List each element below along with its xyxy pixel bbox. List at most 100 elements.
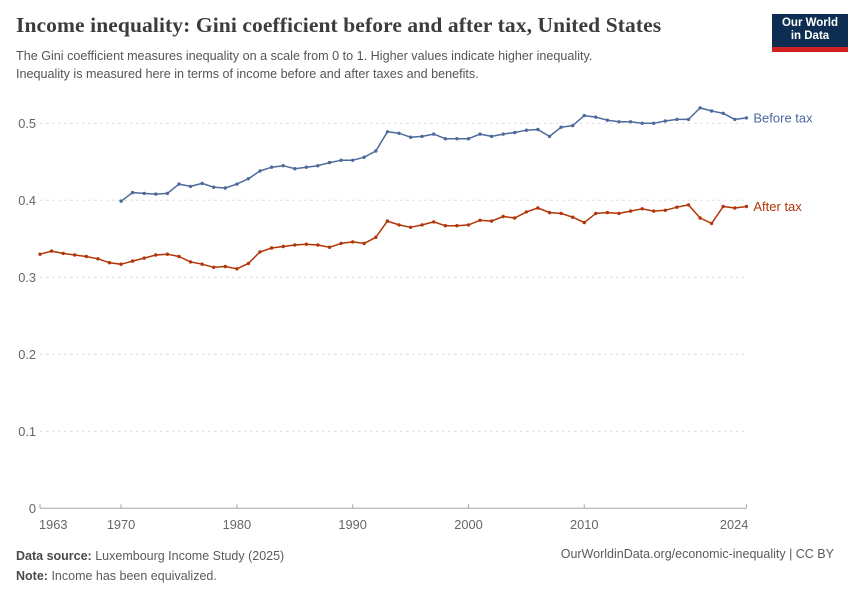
chart-subtitle-line1: The Gini coefficient measures inequality… — [16, 49, 593, 63]
page-title: Income inequality: Gini coefficient befo… — [16, 13, 662, 37]
before-tax-point-1992 — [374, 149, 378, 153]
x-tick-label-1980: 1980 — [223, 517, 251, 532]
before-tax-point-2016 — [652, 121, 656, 126]
owid-logo-line2: in Data — [790, 30, 830, 42]
note-line: Note: Income has been equivalized. — [16, 567, 284, 587]
after-tax-point-2007 — [547, 210, 552, 215]
after-tax-point-1993 — [385, 219, 390, 223]
after-tax-point-2006 — [536, 206, 540, 210]
after-tax-point-2001 — [478, 218, 482, 222]
before-tax-point-2007 — [547, 134, 552, 139]
after-tax-point-2022 — [721, 204, 725, 209]
before-tax-point-1996 — [420, 134, 424, 139]
after-tax-point-1980 — [235, 267, 239, 271]
after-tax-point-2000 — [466, 223, 471, 227]
before-tax-point-1993 — [385, 130, 390, 134]
before-tax-point-2006 — [536, 127, 540, 132]
after-tax-point-2005 — [524, 210, 529, 214]
after-tax-point-1963 — [38, 252, 42, 256]
chart-footer: Data source: Luxembourg Income Study (20… — [16, 547, 284, 586]
after-tax-point-1991 — [362, 241, 366, 246]
after-tax-point-1994 — [397, 223, 401, 227]
after-tax-point-1987 — [316, 243, 320, 247]
before-tax-point-1970 — [119, 199, 123, 203]
before-tax-point-2022 — [721, 111, 725, 116]
before-tax-point-1975 — [177, 182, 181, 186]
after-tax-point-1971 — [130, 259, 135, 263]
after-tax-point-1965 — [61, 251, 65, 256]
after-tax-point-2018 — [675, 205, 679, 209]
after-tax-point-1979 — [223, 264, 227, 269]
before-tax-point-1982 — [258, 169, 262, 173]
after-tax-point-2010 — [582, 220, 586, 225]
before-tax-point-2002 — [489, 134, 494, 139]
note-value: Income has been equivalized. — [51, 568, 217, 583]
y-tick-label-0: 0 — [29, 501, 36, 516]
after-tax-point-1976 — [188, 260, 193, 264]
y-tick-label-0.4: 0.4 — [18, 193, 36, 208]
after-tax-point-1972 — [142, 256, 146, 260]
before-tax-point-2001 — [478, 132, 482, 136]
before-tax-point-1972 — [142, 191, 146, 196]
after-tax-point-1999 — [455, 224, 459, 228]
owid-logo-text: Our World in Data — [772, 14, 848, 47]
data-source-line: Data source: Luxembourg Income Study (20… — [16, 547, 284, 567]
after-tax-point-1970 — [119, 262, 123, 266]
before-tax-point-1986 — [304, 165, 308, 169]
after-tax-point-2004 — [513, 216, 517, 220]
before-tax-point-2020 — [698, 106, 702, 110]
before-tax-point-1991 — [362, 155, 366, 159]
before-tax-point-2017 — [663, 119, 667, 123]
before-tax-point-2005 — [524, 128, 529, 132]
before-tax-point-2021 — [709, 109, 714, 113]
before-tax-point-1978 — [212, 185, 216, 189]
after-tax-point-1974 — [165, 252, 170, 256]
before-tax-point-1984 — [281, 164, 285, 168]
before-tax-point-2023 — [733, 117, 737, 122]
after-tax-point-2017 — [663, 208, 667, 212]
before-tax-point-1998 — [443, 137, 447, 141]
after-tax-point-2003 — [501, 214, 505, 219]
before-tax-point-1971 — [130, 190, 135, 195]
before-tax-point-1980 — [235, 182, 239, 186]
owid-logo-line1: Our World — [781, 17, 838, 29]
after-tax-point-1982 — [258, 250, 262, 254]
after-tax-point-1995 — [408, 225, 413, 229]
after-tax-point-1985 — [293, 243, 297, 247]
y-tick-label-0.1: 0.1 — [18, 424, 36, 439]
before-tax-point-2008 — [559, 125, 563, 129]
after-tax-point-2015 — [640, 207, 644, 211]
before-tax-point-2011 — [594, 115, 598, 119]
before-tax-point-1988 — [327, 160, 332, 165]
after-tax-point-1973 — [154, 253, 158, 257]
before-tax-point-2003 — [501, 132, 505, 136]
after-tax-point-1968 — [96, 257, 100, 261]
after-tax-point-1969 — [107, 261, 112, 265]
after-tax-point-1983 — [269, 246, 274, 250]
after-tax-point-2012 — [605, 210, 610, 215]
after-tax-point-2020 — [698, 216, 702, 220]
before-tax-point-1976 — [188, 184, 193, 189]
after-tax-point-2013 — [617, 211, 621, 216]
after-tax-point-1997 — [432, 220, 436, 224]
before-tax-point-1983 — [269, 165, 274, 169]
before-tax-point-1995 — [408, 135, 413, 139]
after-tax-point-2016 — [652, 209, 656, 213]
owid-logo: Our World in Data — [772, 14, 848, 52]
after-tax-point-2014 — [628, 209, 633, 213]
before-tax-point-1997 — [432, 132, 436, 136]
after-tax-point-2019 — [686, 203, 691, 207]
x-tick-label-1990: 1990 — [338, 517, 366, 532]
after-tax-point-1988 — [327, 245, 332, 249]
before-tax-point-2024 — [744, 116, 749, 120]
before-tax-point-1974 — [165, 191, 170, 196]
owid-url-link[interactable]: OurWorldinData.org/economic-inequality |… — [560, 547, 834, 561]
before-tax-point-1979 — [223, 186, 227, 190]
after-tax-point-2024 — [744, 204, 749, 209]
before-tax-point-1977 — [200, 181, 204, 186]
y-tick-label-0.3: 0.3 — [18, 270, 36, 285]
before-tax-point-1989 — [339, 158, 343, 162]
after-tax-point-1967 — [84, 254, 89, 259]
